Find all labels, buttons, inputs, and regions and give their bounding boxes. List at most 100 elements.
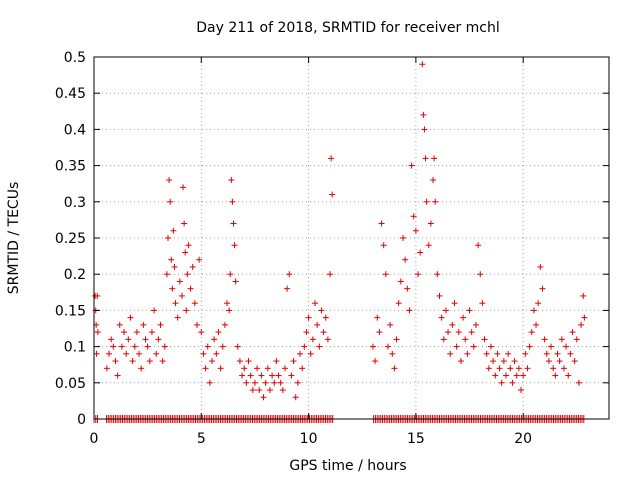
data-point — [419, 61, 426, 68]
data-point — [299, 365, 306, 372]
data-point — [420, 111, 427, 118]
data-point — [389, 350, 396, 357]
data-point — [533, 321, 540, 328]
data-point — [284, 285, 291, 292]
y-tick-label: 0.25 — [55, 231, 86, 247]
data-point — [184, 271, 191, 278]
data-point — [578, 321, 585, 328]
data-point — [277, 379, 284, 386]
data-point — [567, 350, 574, 357]
y-tick-label: 0.3 — [64, 195, 86, 211]
data-point — [455, 329, 462, 336]
data-point — [518, 387, 525, 394]
data-point — [524, 365, 531, 372]
data-point — [314, 321, 321, 328]
data-point — [329, 191, 336, 198]
plot-frame — [93, 56, 610, 420]
data-point — [157, 321, 164, 328]
chart-title: Day 211 of 2018, SRMTID for receiver mch… — [196, 20, 500, 36]
data-point — [526, 343, 533, 350]
data-point — [264, 365, 271, 372]
data-point — [573, 336, 580, 343]
data-point — [436, 292, 443, 299]
data-point — [479, 300, 486, 307]
data-point — [485, 365, 492, 372]
data-point — [239, 372, 246, 379]
data-point — [230, 220, 237, 227]
data-point — [481, 336, 488, 343]
data-point — [431, 155, 438, 162]
data-point — [275, 372, 282, 379]
data-point — [288, 372, 295, 379]
data-point — [400, 235, 406, 241]
data-point — [415, 271, 422, 278]
data-point — [181, 220, 188, 227]
data-point — [318, 307, 325, 314]
data-point — [118, 343, 125, 350]
data-point — [545, 358, 552, 365]
data-point — [440, 336, 447, 343]
data-point — [328, 155, 335, 162]
data-point — [402, 256, 409, 263]
data-point — [438, 314, 445, 321]
data-point — [286, 271, 293, 278]
data-point — [503, 372, 509, 379]
data-point — [563, 343, 570, 350]
data-point — [442, 307, 449, 314]
data-point — [183, 307, 190, 314]
data-point — [393, 336, 400, 343]
data-point — [241, 365, 248, 372]
data-point — [243, 379, 250, 386]
data-point — [229, 198, 236, 205]
data-point — [269, 372, 276, 379]
data-point — [372, 358, 379, 365]
data-point — [271, 379, 278, 386]
data-point — [221, 321, 228, 328]
data-point — [496, 365, 503, 372]
data-point — [477, 271, 484, 278]
data-point — [560, 365, 567, 372]
data-point — [279, 387, 286, 394]
data-point — [376, 329, 383, 336]
data-point — [159, 358, 166, 365]
x-tick-label: 10 — [300, 431, 318, 447]
data-point — [322, 314, 329, 321]
y-tick-label: 0.15 — [55, 303, 86, 319]
data-point — [127, 314, 134, 321]
data-point — [312, 300, 319, 307]
data-point — [249, 387, 256, 394]
data-point — [522, 350, 529, 357]
data-point — [103, 365, 110, 372]
data-point — [460, 314, 467, 321]
data-point — [146, 358, 153, 365]
x-axis: 0 5 10 15 20 — [90, 57, 532, 447]
data-point — [505, 350, 512, 357]
data-point — [123, 350, 130, 357]
data-point — [427, 220, 434, 227]
y-tick-label: 0.2 — [64, 267, 86, 283]
data-point — [231, 242, 238, 249]
data-point — [219, 343, 226, 350]
data-point — [391, 365, 398, 372]
data-point — [569, 329, 576, 336]
data-point — [185, 242, 192, 249]
data-point — [509, 379, 516, 386]
data-point — [138, 365, 145, 372]
data-point — [215, 329, 222, 336]
data-point — [165, 235, 172, 241]
data-point — [136, 350, 143, 357]
data-point — [194, 321, 200, 328]
data-point — [196, 256, 203, 263]
data-point — [565, 372, 572, 379]
data-point — [155, 336, 162, 343]
y-axis-label: SRMTID / TECUs — [6, 182, 22, 295]
data-point — [430, 177, 437, 184]
data-point — [140, 321, 147, 328]
data-point — [217, 365, 224, 372]
data-point — [498, 379, 505, 386]
data-point — [174, 314, 181, 321]
data-point — [369, 343, 376, 350]
data-point — [378, 220, 385, 227]
data-point — [228, 177, 235, 184]
data-point — [247, 372, 254, 379]
